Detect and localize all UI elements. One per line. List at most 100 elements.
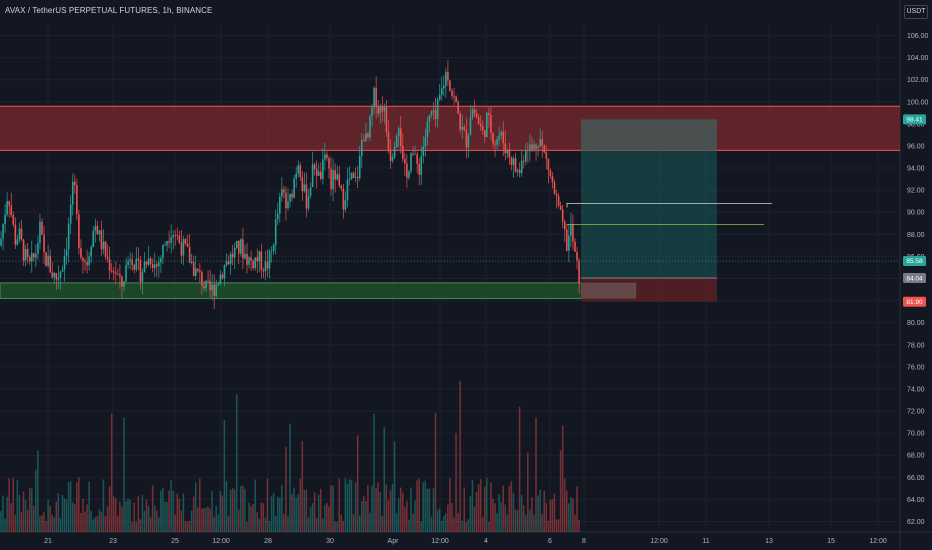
candle-body	[451, 91, 453, 97]
candle-body	[182, 239, 185, 256]
volume-bar	[408, 519, 410, 532]
volume-bar	[520, 495, 523, 532]
candle-body	[539, 139, 541, 147]
volume-bar	[346, 484, 349, 532]
candle-body	[367, 133, 369, 138]
volume-bar	[428, 488, 431, 532]
y-tick-label: 68.00	[907, 453, 925, 460]
candle-body	[492, 133, 494, 144]
volume-bar	[563, 478, 566, 532]
position-stop-zone	[581, 278, 717, 302]
candle-body	[164, 245, 166, 246]
candle-body	[404, 159, 406, 164]
candle-body	[508, 149, 511, 158]
volume-bar	[479, 478, 482, 532]
volume-bars	[0, 380, 580, 532]
volume-bar	[158, 517, 160, 532]
volume-bar	[43, 511, 45, 532]
volume-bar	[379, 492, 381, 532]
candle-body	[416, 154, 418, 164]
y-tick-label: 76.00	[907, 364, 925, 371]
candle-body	[221, 274, 224, 279]
candle-body	[289, 193, 291, 202]
volume-bar	[334, 521, 336, 532]
volume-bar	[549, 499, 552, 532]
candle-body	[317, 171, 320, 176]
x-tick-label: Apr	[388, 538, 400, 545]
candle-body	[373, 87, 375, 108]
candle-body	[293, 178, 295, 198]
candle-body	[518, 170, 521, 173]
candle-body	[525, 150, 527, 162]
currency-button[interactable]: USDT	[904, 5, 928, 19]
volume-bar	[522, 505, 525, 532]
volume-bar	[342, 521, 345, 532]
x-tick-label: 25	[171, 538, 179, 545]
x-tick-label: 11	[702, 538, 709, 545]
volume-bar	[445, 513, 447, 532]
volume-bar	[174, 514, 176, 532]
volume-bar	[231, 488, 234, 532]
volume-bar	[506, 515, 509, 532]
candle-body	[41, 221, 43, 235]
volume-bar	[153, 505, 156, 532]
candle-body	[209, 280, 211, 291]
volume-bar	[477, 484, 480, 532]
volume-bar	[328, 506, 330, 532]
candle-body	[238, 240, 240, 254]
candle-body	[445, 71, 447, 86]
volume-bar	[490, 482, 492, 532]
candle-body	[205, 280, 207, 289]
candle-body	[459, 113, 461, 130]
candle-body	[543, 145, 546, 153]
candle-body	[559, 206, 562, 210]
volume-bar	[215, 505, 217, 532]
volume-bar	[430, 516, 433, 532]
candle-body	[443, 85, 445, 89]
candle-body	[436, 99, 439, 120]
volume-bar	[71, 502, 74, 532]
volume-bar	[57, 493, 60, 532]
volume-bar	[467, 519, 470, 532]
volume-bar	[272, 493, 275, 532]
volume-bar	[494, 503, 496, 532]
symbol-title[interactable]: AVAX / TetherUS PERPETUAL FUTURES, 1h, B…	[5, 6, 213, 15]
x-axis[interactable]: 21 23 25 12:00 28 30 Apr 12:00 4 6 8 12:00 11 13 15 12:…	[44, 538, 887, 545]
candle-body	[541, 139, 543, 146]
price-badge-current	[903, 256, 926, 267]
volume-bar	[311, 503, 314, 532]
volume-bar	[332, 485, 334, 532]
candle-body	[434, 110, 437, 120]
candle-body	[356, 176, 359, 179]
volume-bar	[221, 495, 224, 532]
volume-bar	[8, 478, 10, 532]
volume-bar	[406, 500, 408, 532]
candle-body	[340, 185, 343, 189]
volume-bar	[145, 499, 148, 532]
candle-body	[170, 237, 172, 243]
volume-bar	[209, 508, 211, 532]
volume-bar	[274, 515, 277, 532]
candle-body	[463, 126, 466, 131]
candle-body	[422, 146, 425, 157]
volume-bar	[391, 484, 394, 532]
candle-body	[395, 135, 398, 147]
volume-bar	[336, 521, 338, 532]
volume-bar	[381, 515, 383, 532]
candle-body	[24, 249, 27, 261]
candle-body	[533, 144, 535, 150]
volume-bar	[244, 489, 246, 532]
candle-body	[63, 255, 66, 270]
candle-body	[555, 194, 558, 197]
volume-bar	[170, 480, 172, 532]
volume-bar	[297, 494, 299, 532]
volume-bar	[203, 507, 205, 532]
volume-bar	[227, 516, 230, 532]
x-tick-label: 23	[109, 538, 117, 545]
candle-body	[57, 277, 60, 280]
candle-body	[568, 235, 570, 251]
volume-bar	[207, 506, 209, 532]
volume-bar	[108, 486, 111, 532]
